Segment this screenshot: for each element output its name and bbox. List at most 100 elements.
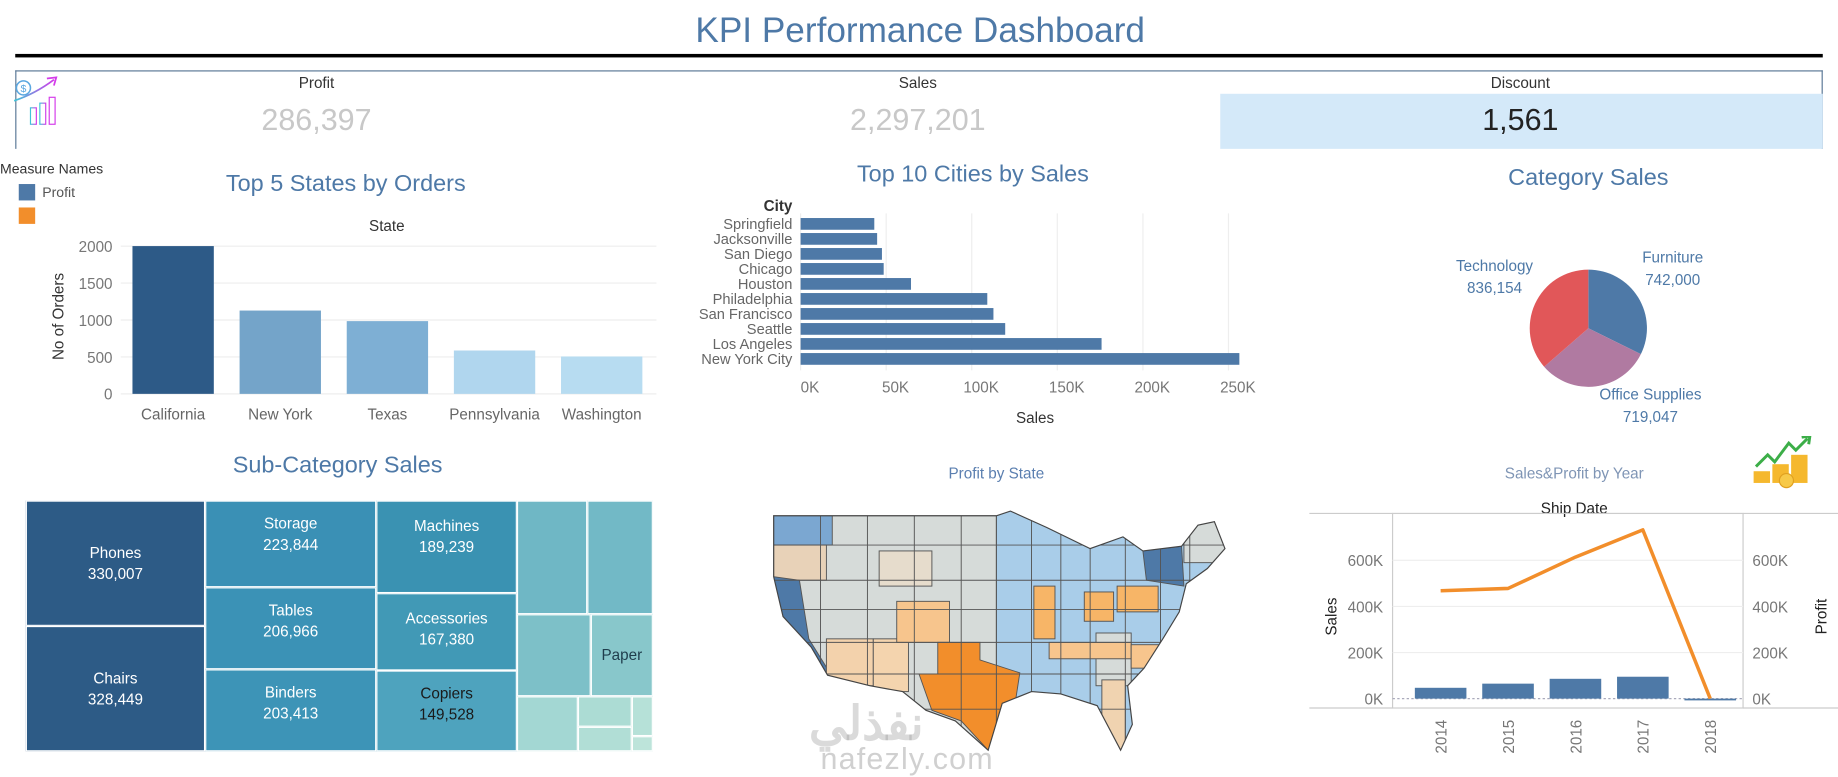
sales-bar-2017 — [1617, 676, 1669, 699]
y-axis-title: No of Orders — [50, 273, 67, 361]
cell-label: Copiers — [420, 684, 473, 703]
cell-value: 149,528 — [419, 705, 475, 724]
pie-value: 719,047 — [1623, 409, 1678, 426]
kpi-discount-highlight — [1220, 93, 1823, 149]
sales-bar-2016 — [1549, 678, 1602, 699]
bar-houston — [800, 278, 912, 290]
y-tick-label: Seattle — [747, 322, 793, 338]
page-title: KPI Performance Dashboard — [695, 11, 1145, 51]
y-tick-label: Springfield — [723, 217, 792, 233]
x-tick-label: Pennsylvania — [449, 407, 540, 424]
cell-value: 203,413 — [263, 704, 319, 723]
y-tick-label: Houston — [738, 277, 793, 293]
subcategory-treemap: Phones 330,007 Chairs 328,449 Storage 223,8… — [25, 500, 653, 752]
bar-california — [132, 246, 214, 394]
kpi-discount-value: 1,561 — [1482, 101, 1559, 138]
cell-label: Tables — [268, 601, 313, 619]
treemap-cell[interactable]: Paper — [590, 614, 653, 697]
right-tick-label: 600K — [1752, 553, 1788, 570]
left-axis-title: Sales — [1323, 597, 1340, 635]
watermark-arabic: نفذلي — [808, 698, 924, 751]
x-tick-label: Texas — [368, 407, 408, 424]
top-states-chart: State No of Orders 0 500 1000 1500 2000 Califor… — [50, 218, 657, 424]
treemap-cell[interactable]: Binders 203,413 — [205, 669, 377, 752]
x-tick-label: 150K — [1049, 380, 1085, 397]
title-divider — [15, 53, 1823, 58]
bar-springfield — [800, 218, 875, 230]
bar-washington — [561, 356, 643, 394]
left-tick-label: 200K — [1348, 645, 1384, 662]
profit-by-state-map[interactable] — [750, 498, 1242, 768]
sales-profit-title: Sales&Profit by Year — [1504, 464, 1644, 482]
bar-san-diego — [800, 248, 882, 260]
subcategory-title: Sub-Category Sales — [232, 452, 443, 479]
category-sales-title: Category Sales — [1508, 165, 1669, 192]
kpi-discount-label: Discount — [1490, 73, 1550, 92]
bar-san-francisco — [800, 308, 994, 320]
x-tick-label: 2014 — [1433, 719, 1450, 753]
treemap-cell[interactable] — [577, 696, 632, 727]
legend-swatch-profit[interactable] — [18, 184, 36, 201]
treemap-cell[interactable] — [516, 614, 591, 697]
treemap-cell[interactable] — [631, 696, 653, 737]
sales-bar-2015 — [1482, 683, 1534, 699]
watermark-latin: nafezly.com — [820, 740, 994, 776]
treemap-cell[interactable]: Phones 330,007 — [25, 500, 206, 626]
x-tick-label: 100K — [963, 380, 999, 397]
y-tick-label: Chicago — [739, 262, 793, 278]
treemap-cell[interactable] — [516, 696, 578, 752]
treemap-cell[interactable]: Machines 189,239 — [376, 500, 517, 594]
bar-jacksonville — [800, 233, 878, 245]
cell-value: 328,449 — [87, 689, 144, 708]
bar-seattle — [800, 323, 1006, 335]
cell-label: Binders — [264, 683, 317, 701]
x-tick-label: 50K — [882, 380, 909, 397]
cell-label: Paper — [601, 645, 643, 664]
treemap-cell[interactable] — [631, 736, 653, 752]
pie-label: Office Supplies — [1599, 387, 1701, 404]
y-tick-label: Philadelphia — [713, 292, 794, 308]
cell-label: Machines — [413, 516, 480, 535]
y-tick-label: Jacksonville — [713, 232, 792, 248]
kpi-profit-label: Profit — [298, 73, 335, 92]
kpi-sales-value: 2,297,201 — [850, 101, 986, 138]
cell-value: 189,239 — [419, 538, 475, 556]
sales-bar-2014 — [1414, 687, 1467, 699]
cell-value: 330,007 — [87, 564, 144, 582]
x-tick-label: New York — [248, 407, 313, 424]
bar-los-angeles — [800, 338, 1102, 350]
cell-label: Storage — [264, 514, 318, 533]
profit-map-title: Profit by State — [948, 464, 1045, 482]
treemap-cell[interactable]: Accessories 167,380 — [376, 593, 517, 671]
right-tick-label: 200K — [1752, 645, 1788, 662]
treemap-cell[interactable] — [587, 500, 653, 615]
y-axis-title: City — [764, 198, 793, 215]
kpi-sales-label: Sales — [898, 73, 937, 92]
coins-growth-icon — [1753, 436, 1812, 489]
svg-text:$: $ — [21, 83, 27, 95]
sales-profit-chart: 0K 0K 200K 200K 400K 400K 600K 600K Sales Profit 2… — [1309, 512, 1838, 754]
treemap-cell[interactable] — [516, 500, 588, 615]
category-sales-pie: Furniture 742,000 Office Supplies 719,047 Te… — [1456, 250, 1703, 426]
top-cities-title: Top 10 Cities by Sales — [856, 161, 1089, 188]
pie-slice-office-supplies — [1544, 328, 1641, 387]
x-axis-title: Sales — [1016, 410, 1054, 427]
legend-label-profit: Profit — [42, 184, 76, 201]
treemap-cell[interactable]: Tables 206,966 — [205, 587, 377, 670]
treemap-cell[interactable]: Copiers 149,528 — [376, 670, 517, 752]
pie-value: 742,000 — [1645, 272, 1700, 289]
right-tick-label: 400K — [1752, 599, 1788, 616]
pie-value: 836,154 — [1467, 280, 1523, 297]
x-tick-label: California — [141, 407, 206, 424]
bar-new-york — [239, 310, 321, 394]
plot-frame — [1391, 512, 1744, 709]
top-states-title: Top 5 States by Orders — [225, 171, 466, 197]
kpi-profit-value: 286,397 — [261, 101, 372, 138]
x-tick-label: 2017 — [1636, 720, 1653, 754]
treemap-cell[interactable] — [577, 726, 632, 752]
treemap-cell[interactable]: Chairs 328,449 — [25, 625, 206, 752]
treemap-cell[interactable]: Storage 223,844 — [205, 500, 377, 588]
legend-swatch-second[interactable] — [18, 207, 36, 224]
pie-label: Technology — [1456, 258, 1533, 275]
